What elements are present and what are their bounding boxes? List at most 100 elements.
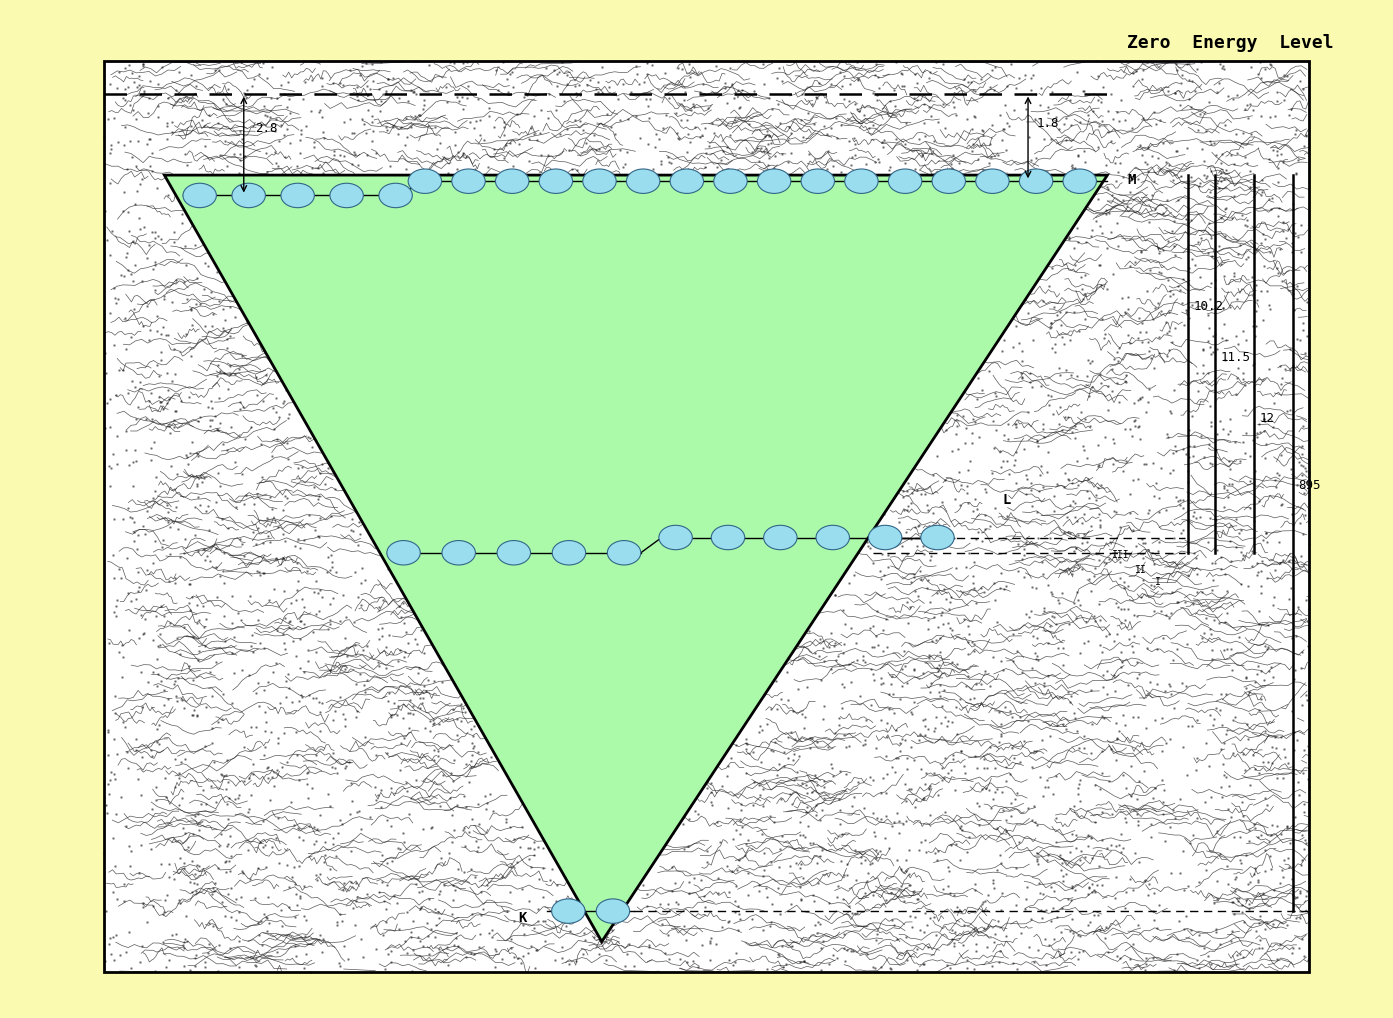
Point <box>187 489 209 505</box>
Point <box>919 552 942 568</box>
Point <box>228 360 251 377</box>
Point <box>742 743 765 759</box>
Point <box>1002 339 1024 355</box>
Point <box>96 395 118 411</box>
Point <box>1148 329 1170 345</box>
Point <box>308 104 330 120</box>
Point <box>156 118 178 134</box>
Point <box>914 832 936 848</box>
Point <box>280 794 302 810</box>
Point <box>1096 840 1119 856</box>
Point <box>173 619 195 635</box>
Point <box>1088 858 1110 874</box>
Circle shape <box>552 541 585 565</box>
Point <box>453 788 475 804</box>
Point <box>561 161 584 177</box>
Point <box>1027 856 1049 872</box>
Point <box>404 875 426 892</box>
Point <box>970 71 992 88</box>
Point <box>423 928 446 945</box>
Point <box>93 845 116 861</box>
Point <box>883 82 905 99</box>
Point <box>701 775 723 791</box>
Point <box>375 638 397 655</box>
Point <box>103 766 125 782</box>
Point <box>1241 357 1263 374</box>
Point <box>1036 852 1059 868</box>
Point <box>206 357 228 374</box>
Point <box>1043 930 1066 947</box>
Point <box>403 697 425 714</box>
Point <box>291 91 313 107</box>
Point <box>1094 330 1116 346</box>
Point <box>199 417 221 434</box>
Point <box>288 857 311 873</box>
Point <box>308 723 330 739</box>
Point <box>1102 805 1124 822</box>
Point <box>758 150 780 166</box>
Point <box>1119 335 1141 351</box>
Point <box>255 859 277 875</box>
Point <box>265 550 287 566</box>
Point <box>836 767 858 783</box>
Point <box>871 712 893 728</box>
Point <box>1105 751 1127 768</box>
Point <box>231 465 254 482</box>
Point <box>1238 500 1261 516</box>
Point <box>1243 169 1265 185</box>
Point <box>990 855 1013 871</box>
Point <box>1021 579 1043 596</box>
Point <box>1098 401 1120 417</box>
Point <box>1131 148 1153 164</box>
Point <box>1270 862 1293 879</box>
Point <box>394 643 417 660</box>
Point <box>1298 601 1321 617</box>
Point <box>1119 951 1141 967</box>
Point <box>703 125 726 142</box>
Point <box>146 678 169 694</box>
Point <box>503 913 525 929</box>
Point <box>1055 866 1077 883</box>
Point <box>329 689 351 705</box>
Point <box>1114 374 1137 390</box>
Point <box>199 553 221 569</box>
Point <box>1056 509 1078 525</box>
Point <box>194 137 216 154</box>
Point <box>890 661 912 677</box>
Point <box>1036 779 1059 795</box>
Point <box>295 765 318 781</box>
Point <box>202 306 224 323</box>
Point <box>1067 148 1089 164</box>
Point <box>1293 80 1315 97</box>
Point <box>1137 887 1159 903</box>
Point <box>100 946 123 962</box>
Point <box>853 652 875 668</box>
Point <box>208 62 230 78</box>
Point <box>830 117 853 133</box>
Point <box>961 436 983 452</box>
Point <box>277 666 299 682</box>
Point <box>217 886 240 902</box>
Point <box>1217 778 1240 794</box>
Point <box>631 876 653 893</box>
Point <box>99 175 121 191</box>
Point <box>1254 231 1276 247</box>
Point <box>444 924 467 941</box>
Point <box>614 958 637 974</box>
Point <box>1087 191 1109 208</box>
Point <box>1137 639 1159 656</box>
Point <box>736 735 758 751</box>
Point <box>625 108 648 124</box>
Point <box>840 619 862 635</box>
Point <box>1061 493 1084 509</box>
Point <box>1227 890 1250 906</box>
Point <box>1119 259 1141 275</box>
Point <box>963 81 985 98</box>
Point <box>918 781 940 797</box>
Point <box>1036 105 1059 121</box>
Point <box>804 807 826 824</box>
Point <box>1027 647 1049 664</box>
Point <box>499 66 521 82</box>
Point <box>1123 65 1145 81</box>
Point <box>996 453 1018 469</box>
